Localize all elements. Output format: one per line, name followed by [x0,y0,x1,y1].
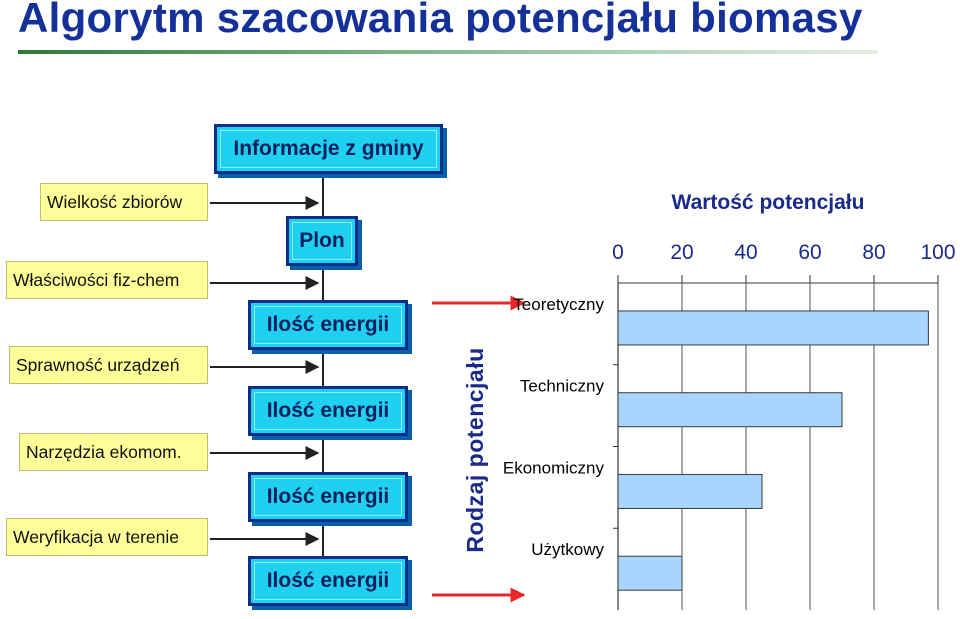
chart-bars [617,310,929,591]
input-field-verification: Weryfikacja w terenie [6,518,208,556]
chart-bar [617,392,843,428]
chart-bar [617,473,763,509]
input-economic-tools: Narzędzia ekomom. [19,433,208,471]
chart-x-tick-label: 80 [862,241,885,264]
yield-box: Plon [286,216,358,266]
chart-x-tick-label: 60 [798,241,821,264]
chart-category-label: Ekonomiczny [503,458,605,477]
chart-x-tick-labels: 0 20 40 60 80 100 [612,241,955,264]
input-physchem-properties: Właściwości fiz-chem [6,261,208,299]
chart-x-tick-label: 40 [734,241,757,264]
chart-category-label: Techniczny [520,377,605,396]
chart-category-labels: Teoretyczny Techniczny Ekonomiczny Użytkowy [503,295,605,559]
title-underline [18,50,878,54]
energy-box-3: Ilość energii [248,472,408,522]
chart-y-axis-label: Rodzaj potencjału [462,347,488,552]
energy-box-4: Ilość energii [248,556,408,606]
chart-category-label: Użytkowy [531,540,604,559]
energy-box-1: Ilość energii [248,300,408,350]
energy-box-2: Ilość energii [248,386,408,436]
municipality-info-box: Informacje z gminy [214,124,443,174]
chart-x-tick-label: 0 [612,241,624,264]
chart-bar [617,555,683,591]
input-device-efficiency: Sprawność urządzeń [9,346,208,384]
chart-x-tick-label: 20 [670,241,693,264]
chart-x-tick-label: 100 [920,241,955,264]
page-title: Algorytm szacowania potencjału biomasy [18,0,863,41]
chart-category-label: Teoretyczny [513,295,604,314]
chart-title: Wartość potencjału [672,191,865,214]
chart-bar [617,310,929,346]
input-harvest-size: Wielkość zbiorów [40,183,208,221]
